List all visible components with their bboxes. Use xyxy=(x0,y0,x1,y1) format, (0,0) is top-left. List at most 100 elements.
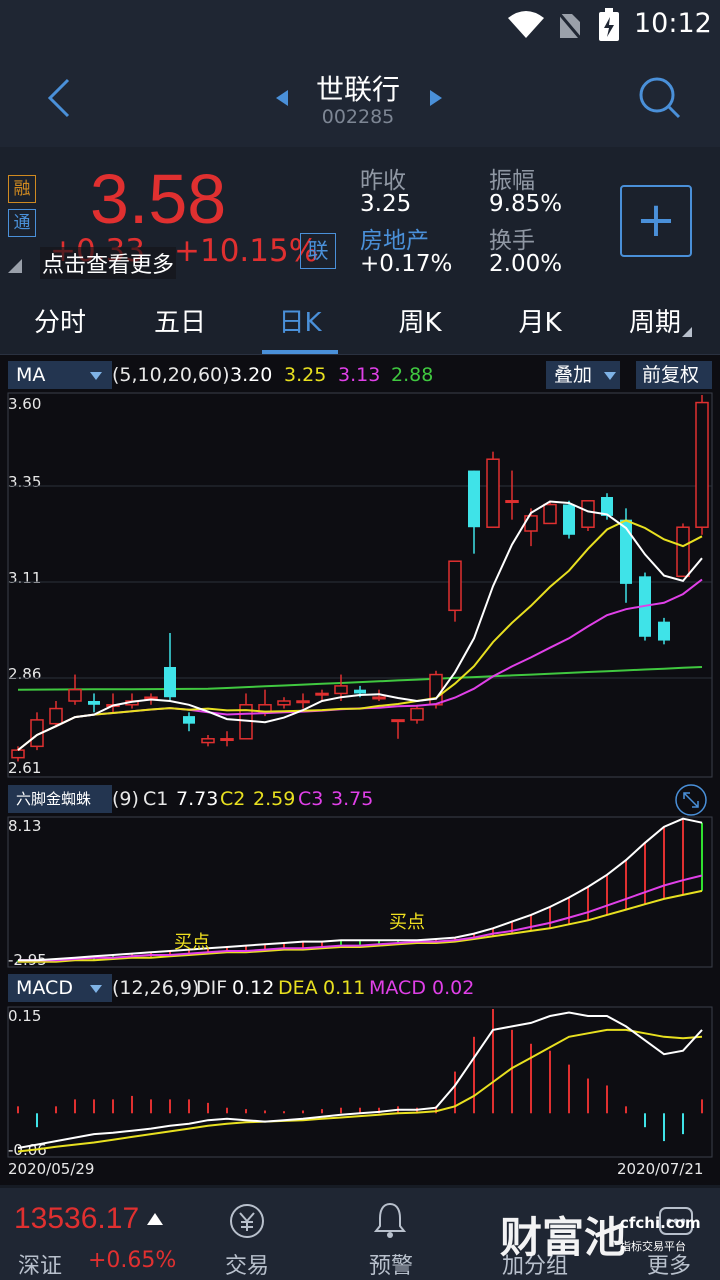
chart-grid xyxy=(7,392,713,1158)
more-icon[interactable] xyxy=(658,1206,694,1238)
quote-panel[interactable]: 融 通 3.58 +0.33 +10.15% 点击查看更多 联 昨收 3.25 … xyxy=(0,147,720,292)
nav-alert[interactable]: 预警 xyxy=(368,1254,413,1279)
date-end: 2020/07/21 xyxy=(617,1160,704,1178)
overlay-arrow-icon xyxy=(604,372,616,380)
k-candle-body xyxy=(543,503,557,525)
period-dropdown-icon xyxy=(682,327,692,337)
index-change: +0.65% xyxy=(88,1248,177,1273)
spider-indicator-select[interactable]: 六脚金蜘蛛 xyxy=(8,785,112,813)
k-candle-body xyxy=(277,700,291,706)
tab-monthly-k[interactable]: 月K xyxy=(518,308,562,338)
turnover-value: 2.00% xyxy=(489,251,563,277)
k-candle-body xyxy=(183,716,195,724)
current-price: 3.58 xyxy=(90,160,227,238)
dea-value: 0.11 xyxy=(323,977,366,999)
sector-link[interactable]: 房地产 xyxy=(360,228,429,254)
k-candle-body xyxy=(68,688,82,702)
view-more-link[interactable]: 点击查看更多 xyxy=(40,247,177,279)
macd-value: 0.02 xyxy=(432,977,475,999)
amplitude-label: 振幅 xyxy=(489,168,535,194)
tab-intraday[interactable]: 分时 xyxy=(33,308,86,338)
spider-c3-line xyxy=(18,874,703,962)
sector-change: +0.17% xyxy=(360,251,453,277)
dea-label: DEA xyxy=(278,977,318,999)
prev-stock-icon[interactable] xyxy=(274,88,290,108)
spider-c2-line xyxy=(18,889,703,963)
k-candle-body xyxy=(315,692,329,696)
k-candle-body xyxy=(88,701,100,705)
spider-params: (9) xyxy=(112,788,139,810)
macd-select-arrow-icon xyxy=(90,985,102,993)
k-candle-body xyxy=(164,667,176,698)
macd-params: (12,26,9) xyxy=(112,977,200,999)
chart-area[interactable]: MA (5,10,20,60) 3.20 3.25 3.13 2.88 叠加 前… xyxy=(0,355,720,1185)
ma60-value: 2.88 xyxy=(391,364,434,386)
k-candle-body xyxy=(676,526,690,578)
top-bar: 世联行 002285 xyxy=(0,52,720,147)
period-tabs: 分时 五日 日K 周K 月K 周期 xyxy=(0,292,720,355)
macd-dea-line xyxy=(17,1028,703,1153)
amplitude-value: 9.85% xyxy=(489,191,563,217)
chart-canvas xyxy=(7,392,713,1158)
k-candles xyxy=(11,395,709,762)
trade-icon[interactable] xyxy=(228,1202,266,1240)
macd-dif-line xyxy=(17,1011,703,1149)
macd-chart xyxy=(17,1009,703,1153)
corner-arrow-icon xyxy=(8,259,22,273)
ma20-line xyxy=(17,578,703,751)
ma20-value: 3.13 xyxy=(338,364,381,386)
macd-axis-top: 0.15 xyxy=(8,1007,42,1025)
index-up-icon xyxy=(147,1213,163,1225)
add-watchlist-button[interactable]: + xyxy=(620,185,692,257)
linked-badge[interactable]: 联 xyxy=(300,233,336,269)
k-candle-body xyxy=(220,738,234,742)
date-start: 2020/05/29 xyxy=(8,1160,95,1178)
k-candle-body xyxy=(448,560,462,612)
buy-signal-label: 买点 xyxy=(174,932,210,953)
price-change-pct: +10.15% xyxy=(174,233,319,269)
dif-value: 0.12 xyxy=(232,977,275,999)
overlay-label: 叠加 xyxy=(554,364,593,386)
expand-icon[interactable] xyxy=(674,783,708,817)
tab-daily-k[interactable]: 日K xyxy=(278,308,322,338)
c2-label: C2 xyxy=(220,788,246,810)
c1-label: C1 xyxy=(143,788,169,810)
k-candle-body xyxy=(334,685,348,695)
ma10-value: 3.25 xyxy=(284,364,327,386)
dif-label: DIF xyxy=(196,977,228,999)
k-candle-body xyxy=(410,707,424,721)
watermark-site: cfchi.com xyxy=(620,1214,701,1232)
nav-more[interactable]: 更多 xyxy=(646,1254,691,1279)
macd-label: MACD xyxy=(369,977,426,999)
k-candle-body xyxy=(601,497,613,516)
k-candle-body xyxy=(11,749,25,759)
nav-trade[interactable]: 交易 xyxy=(224,1254,269,1279)
back-icon[interactable] xyxy=(44,76,74,120)
k-candle-body xyxy=(695,401,709,528)
k-candle-body xyxy=(201,738,215,744)
ma5-line xyxy=(17,500,703,751)
c1-value: 7.73 xyxy=(176,788,219,810)
alert-bell-icon[interactable] xyxy=(372,1200,408,1240)
k-candle-body xyxy=(296,700,310,704)
search-icon[interactable] xyxy=(636,74,682,120)
stock-name: 世联行 xyxy=(315,73,400,106)
ma-select-arrow-icon xyxy=(90,372,102,380)
tab-weekly-k[interactable]: 周K xyxy=(398,308,442,338)
bottom-bar: 13536.17 深证 +0.65% 交易 预警 加分组 更多 财富池 cfch… xyxy=(0,1188,720,1280)
adjust-select[interactable]: 前复权 xyxy=(636,361,712,389)
k-panel-frame xyxy=(7,392,713,778)
tab-period[interactable]: 周期 xyxy=(628,308,681,338)
k-axis-tick: 2.61 xyxy=(8,759,42,777)
k-candle-body xyxy=(505,500,519,504)
index-value[interactable]: 13536.17 xyxy=(14,1202,140,1235)
k-candle-body xyxy=(354,689,366,694)
tab-five-day[interactable]: 五日 xyxy=(153,308,206,338)
nav-add-group[interactable]: 加分组 xyxy=(501,1254,568,1279)
battery-icon xyxy=(599,8,619,41)
ma-indicator-select[interactable]: MA xyxy=(8,361,112,389)
next-stock-icon[interactable] xyxy=(428,88,444,108)
watermark-sub: 指标交易平台 xyxy=(620,1240,686,1253)
c2-value: 2.59 xyxy=(253,788,296,810)
spider-chart xyxy=(17,817,703,963)
